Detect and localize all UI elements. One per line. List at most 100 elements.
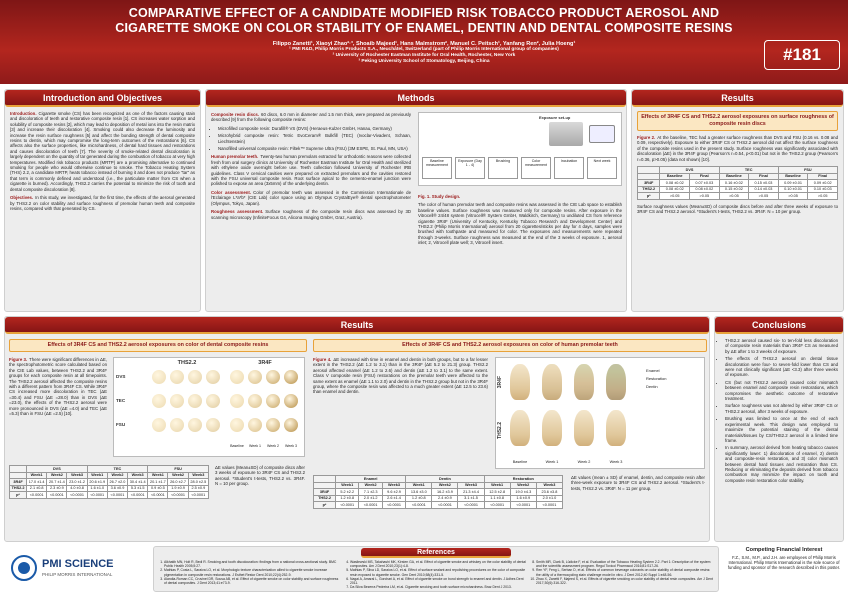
logo: PMI SCIENCE PHILIP MORRIS INTERNATIONAL	[4, 548, 150, 590]
subheader: Baseline	[718, 172, 750, 181]
table-cell: >0.05	[689, 192, 720, 200]
table-cell: 2.0 ±1.2	[358, 494, 383, 503]
lead-in: Figure 4.	[313, 357, 332, 362]
table-cell: 30.4 ±1.4	[127, 478, 149, 486]
lead-in: Introduction.	[10, 111, 37, 116]
subheader: Week3	[66, 471, 88, 480]
table-cell: 13.6 ±3.0	[405, 488, 433, 496]
disc-image	[206, 370, 220, 384]
subheader: Baseline	[659, 172, 691, 181]
tooth-image	[542, 364, 562, 400]
table-cell: >0.05	[659, 192, 691, 200]
table-cell: <0.0001	[187, 491, 210, 499]
table-cell: 1.1 ±0.8	[483, 494, 511, 503]
section-title: Introduction and Objectives	[5, 90, 200, 107]
reference-list: Alkhatib MN, Holt R, Bedi R. Smoking and…	[154, 558, 718, 589]
design-step: Exposure (Day 1 - 4)	[455, 157, 485, 179]
results-top-panel: Results Effects of 3R4F CS and THS2.2 ae…	[631, 89, 844, 312]
part-label: Enamel	[646, 368, 660, 373]
logo-mark	[11, 555, 37, 581]
table-cell: <0.0001	[457, 501, 485, 509]
paragraph-text: Twenty-two human premolars extracted for…	[211, 154, 412, 187]
table-cell: 23.0 ±1.2	[66, 478, 88, 486]
disc-image	[230, 370, 244, 384]
resin-list: Microfilled composite resin: Durafill® V…	[211, 126, 411, 152]
table-row: THS2.2 1.2 ±0.8 2.0 ±1.2 2.6 ±1.4 1.2 ±0.8 2.…	[312, 494, 564, 503]
table-cell: <0.0001	[381, 501, 407, 509]
methods-panel: Methods Composite resin discs. 60 discs, …	[205, 89, 627, 312]
table-caption: ΔE values (mean ± SD) of enamel, dentin,…	[571, 475, 705, 491]
disc-image	[266, 370, 280, 384]
disc-image	[230, 394, 244, 408]
table-row: 3R4F 0.08 ±0.02 0.07 ±0.03 0.16 ±0.02 0.15 ±…	[636, 179, 838, 187]
subheader: Week1	[147, 471, 169, 480]
disc-image	[206, 394, 220, 408]
resin-item: Nanofilled universal composite resin: Fi…	[218, 146, 411, 151]
affiliation: ² University of Rochester Eastman Instit…	[332, 53, 516, 58]
timepoint-label: Week 1	[248, 444, 262, 448]
section-title: Results	[5, 317, 709, 334]
composite-color-panel: Effects of 3R4F CS and THS2.2 aerosol ex…	[8, 339, 307, 539]
paragraph-text: Color of premolar teeth was assessed in …	[211, 189, 411, 206]
table-cell: 12.5 ±2.8	[483, 488, 511, 496]
table-cell: 0.14 ±0.03	[748, 185, 779, 194]
poster-number: #181	[764, 40, 840, 70]
material-label: FSU	[116, 422, 126, 427]
timepoint-label: Baseline	[512, 460, 528, 464]
paragraph-text: The color of human premolar teeth and co…	[418, 202, 622, 246]
table-row: p* >0.05 >0.05 >0.05 >0.05 >0.05 >0.05	[636, 192, 838, 200]
disc-image	[284, 394, 298, 408]
table-cell: 2.3 ±0.9	[46, 484, 68, 493]
table-cell: 0.08 ±0.02	[659, 179, 691, 187]
competing-text: F.Z., S.M., M.P., and J.H. are employees…	[727, 555, 841, 571]
disc-image	[206, 418, 220, 432]
table-cell: 26.0 ±2.7	[167, 478, 189, 486]
table-row: 3R4F 17.0 ±1.4 20.7 ±1.4 23.0 ±1.2 20.6 ±1.9…	[8, 478, 210, 486]
subheader: Week2	[431, 481, 459, 490]
reference-item: Wasilewski MS, Takahashi MK, Kirsten GA,…	[350, 560, 528, 568]
table-cell: >0.05	[807, 192, 838, 200]
table-cell: 0.10 ±0.03	[807, 185, 838, 194]
design-step: Baseline measurement	[422, 157, 452, 179]
conclusion-item: In summary, aerosol derived from heating…	[725, 445, 838, 483]
disc-image	[188, 394, 202, 408]
table-cell: 1.9 ±0.9	[167, 484, 189, 493]
paragraph: Color assessment. Color of premolar teeth…	[211, 190, 411, 206]
subheader: Week3	[127, 471, 149, 480]
group-header: Restoration	[483, 475, 564, 483]
conclusion-item: CS (but not THS2.2 aerosol) caused color…	[725, 380, 838, 402]
table-cell: 20.6 ±1.9	[86, 478, 108, 486]
resin-item: Microhybrid composite resin: Tetric EvoC…	[218, 133, 411, 144]
methods-right: Fig. 1. Study design. The color of human…	[418, 194, 622, 249]
text-column: Figure 3. There were significant differen…	[9, 357, 107, 419]
table-cell: <0.0001	[431, 501, 459, 509]
table-cell: <0.0001	[335, 501, 360, 509]
table-cell: 3.6 ±0.9	[106, 484, 129, 493]
lead-in: Roughness assessment.	[211, 209, 264, 215]
table-cell: <0.0001	[46, 491, 68, 499]
table-cell: <0.0001	[86, 491, 108, 499]
subheader: Week2	[358, 481, 383, 490]
disc-image	[248, 418, 262, 432]
table-cell: 28.0 ±2.5	[187, 478, 210, 486]
disc-image	[266, 394, 280, 408]
subheader: Week1	[483, 481, 511, 490]
reference-item: Mathias P, Costa L, Saraiva LO, et al. M…	[164, 568, 342, 576]
disc-image	[152, 418, 166, 432]
corner-cell	[312, 475, 337, 483]
subheader: Baseline	[777, 172, 809, 181]
table-cell: 26.7 ±2.0	[106, 478, 129, 486]
table-cell: 0.09 ±0.01	[777, 179, 809, 187]
lead-in: Human premolar teeth.	[211, 154, 259, 160]
disc-image-grid: THS2.2 3R4F DVS TEC FSU Baseline Week 1 Week 2 W…	[113, 357, 305, 457]
table-row: THS2.2 0.08 ±0.02 0.08 ±0.02 0.15 ±0.02 0.14…	[636, 185, 838, 194]
paragraph-text: ΔE increased with time in enamel and den…	[313, 357, 488, 395]
disc-image	[170, 394, 184, 408]
paragraph: Figure 4. ΔE increased with time in ename…	[313, 357, 488, 395]
timepoint-label: Week 1	[545, 460, 559, 464]
table-cell: <0.0001	[483, 501, 511, 509]
competing-interest: Competing Financial Interest F.Z., S.M.,…	[723, 547, 845, 592]
table-cell: 0.09 ±0.02	[807, 179, 838, 187]
table-row: p* <0.0001 <0.0001 <0.0001 <0.0001 <0.0001 <0.…	[8, 491, 210, 499]
table-header-row: DVS TEC FSU	[636, 166, 839, 174]
